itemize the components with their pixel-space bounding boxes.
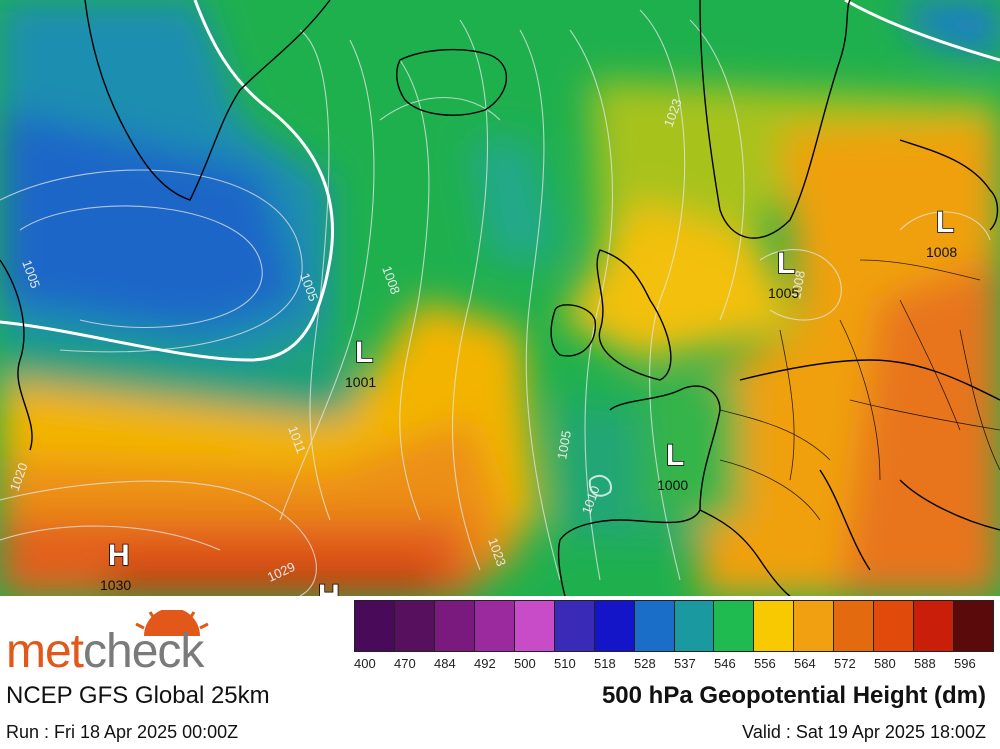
color-swatch [394,601,435,651]
boundary-line [0,0,1000,362]
color-scale-value: 400 [354,656,376,671]
color-swatch [834,601,875,651]
low-pressure-marker: L [666,439,684,472]
color-scale-value: 528 [634,656,656,671]
color-scale [354,600,994,652]
brand-wordmark: metcheck [6,625,204,678]
low-pressure-value: 1001 [345,374,376,390]
color-swatch [794,601,835,651]
pressure-systems: L 1001 L 1000 L 1005 L 1008 H 1030 H [100,205,957,596]
metcheck-logo [135,610,209,636]
color-swatch [634,601,675,651]
run-time: Run : Fri 18 Apr 2025 00:00Z [6,722,239,742]
brand-check: check [83,625,204,678]
color-scale-value: 580 [874,656,896,671]
low-pressure-value: 1005 [768,285,799,301]
weather-map: 1005 1005 1008 1011 1020 1029 1023 1023 … [0,0,1000,596]
color-scale-value: 537 [674,656,696,671]
color-swatch [754,601,795,651]
color-scale-value: 510 [554,656,576,671]
low-pressure-value: 1000 [657,477,688,493]
isobar-label: 1008 [788,269,808,300]
isobar-label: 1005 [554,429,574,460]
color-swatch [355,601,395,651]
color-scale-value: 484 [434,656,456,671]
color-scale-value: 556 [754,656,776,671]
color-swatch [674,601,715,651]
low-pressure-value: 1008 [926,244,957,260]
valid-time: Valid : Sat 19 Apr 2025 18:00Z [742,722,986,742]
isobar-labels: 1005 1005 1008 1011 1020 1029 1023 1023 … [7,97,808,585]
low-pressure-marker: L [355,336,373,369]
low-pressure-marker: L [777,247,795,280]
high-pressure-marker: H [318,579,340,596]
low-pressure-marker: L [936,206,954,239]
color-scale-value: 518 [594,656,616,671]
color-swatch [594,601,635,651]
color-scale-value: 564 [794,656,816,671]
color-scale-value: 596 [954,656,976,671]
color-scale-value: 470 [394,656,416,671]
sun-icon [135,610,209,636]
country-borders [719,259,1000,521]
color-swatch [434,601,475,651]
brand-met: met [6,625,84,678]
color-swatch [514,601,555,651]
color-swatch [874,601,915,651]
model-name: NCEP GFS Global 25km [6,682,270,709]
color-swatch [714,601,755,651]
color-swatch [954,601,993,651]
color-swatch [474,601,515,651]
parameter-title: 500 hPa Geopotential Height (dm) [601,682,986,709]
height-field [0,0,1000,596]
color-swatch [914,601,955,651]
color-scale-value: 492 [474,656,496,671]
color-scale-labels: 400 470 484 492 500 510 518 528 537 546 556 564 572 5… [354,656,994,674]
color-scale-value: 572 [834,656,856,671]
color-scale-value: 588 [914,656,936,671]
high-pressure-value: 1030 [100,577,131,593]
color-scale-value: 500 [514,656,536,671]
high-pressure-marker: H [108,539,130,572]
color-swatch [554,601,595,651]
color-scale-value: 546 [714,656,736,671]
coastlines [0,0,1000,596]
map-canvas: 1005 1005 1008 1011 1020 1029 1023 1023 … [0,0,1000,596]
